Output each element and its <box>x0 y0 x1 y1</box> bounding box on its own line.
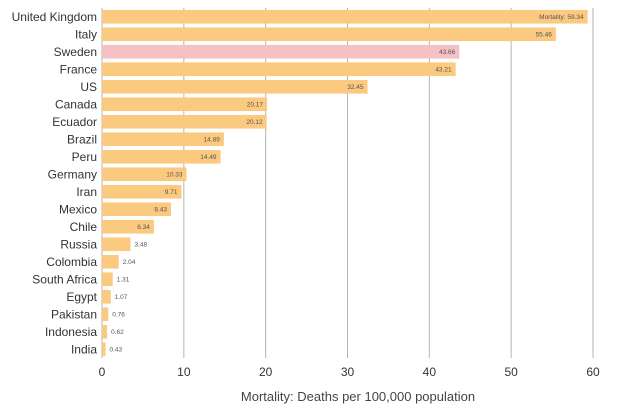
category-label-egypt: Egypt <box>66 290 97 304</box>
value-label-ecuador: 20.12 <box>246 119 263 126</box>
bar-united-kingdom <box>102 9 588 24</box>
category-label-peru: Peru <box>72 150 97 164</box>
category-label-colombia: Colombia <box>46 255 97 269</box>
bar-peru <box>102 149 221 164</box>
value-label-russia: 3.48 <box>134 242 147 249</box>
x-tick-20: 20 <box>259 365 273 379</box>
category-labels: United Kingdom Italy Sweden France US Canada E… <box>12 10 98 357</box>
bar-india <box>102 342 106 357</box>
value-label-peru: 14.49 <box>200 154 217 161</box>
bar-mexico <box>102 202 171 217</box>
value-label-canada: 20.17 <box>247 102 264 109</box>
x-tick-40: 40 <box>423 365 437 379</box>
x-tick-60: 60 <box>586 365 600 379</box>
bar-pakistan <box>102 307 109 322</box>
bar-france <box>102 62 456 77</box>
x-axis-title: Mortality: Deaths per 100,000 population <box>241 389 475 404</box>
bar-us <box>102 79 368 94</box>
value-label-india: 0.43 <box>110 347 123 354</box>
x-tick-30: 30 <box>341 365 355 379</box>
x-tick-0: 0 <box>99 365 106 379</box>
bar-canada <box>102 97 268 112</box>
x-tick-50: 50 <box>504 365 518 379</box>
bar-sweden <box>102 44 460 59</box>
category-label-france: France <box>60 62 98 76</box>
value-label-south-africa: 1.31 <box>117 277 130 284</box>
bar-iran <box>102 184 182 199</box>
value-label-united-kingdom: Mortality: 59.34 <box>539 14 584 21</box>
category-label-brazil: Brazil <box>67 132 97 146</box>
bar-italy <box>102 27 556 42</box>
value-label-us: 32.45 <box>347 84 364 91</box>
value-label-pakistan: 0.76 <box>112 312 125 319</box>
value-label-brazil: 14.89 <box>204 137 221 144</box>
category-label-iran: Iran <box>76 185 97 199</box>
value-label-italy: 55.46 <box>536 32 553 39</box>
value-label-indonesia: 0.62 <box>111 329 124 336</box>
value-label-chile: 6.34 <box>137 224 150 231</box>
bar-brazil <box>102 132 224 147</box>
x-tick-10: 10 <box>177 365 191 379</box>
bar-colombia <box>102 254 119 269</box>
category-label-canada: Canada <box>55 97 97 111</box>
bar-south-africa <box>102 272 113 287</box>
category-label-indonesia: Indonesia <box>45 325 97 339</box>
x-tick-labels: 0 10 20 30 40 50 60 <box>99 365 600 379</box>
category-label-italy: Italy <box>75 27 97 41</box>
bar-egypt <box>102 289 111 304</box>
value-label-germany: 10.33 <box>166 172 183 179</box>
value-label-egypt: 1.07 <box>115 294 128 301</box>
category-label-united-kingdom: United Kingdom <box>12 10 97 24</box>
category-label-russia: Russia <box>60 237 97 251</box>
bar-chile <box>102 219 154 234</box>
bar-germany <box>102 167 187 182</box>
bar-indonesia <box>102 324 108 339</box>
value-label-mexico: 8.43 <box>154 207 167 214</box>
category-label-chile: Chile <box>70 220 98 234</box>
category-label-india: India <box>71 342 97 356</box>
category-label-sweden: Sweden <box>54 45 97 59</box>
value-label-colombia: 2.04 <box>123 259 136 266</box>
category-label-germany: Germany <box>48 167 97 181</box>
category-label-south-africa: South Africa <box>32 272 97 286</box>
value-label-sweden: 43.66 <box>439 49 456 56</box>
category-label-ecuador: Ecuador <box>52 115 97 129</box>
category-label-us: US <box>80 80 97 94</box>
value-label-iran: 9.71 <box>165 189 178 196</box>
bar-ecuador <box>102 114 267 129</box>
grid-lines <box>101 8 594 358</box>
value-label-france: 43.21 <box>435 67 452 74</box>
category-label-pakistan: Pakistan <box>51 307 97 321</box>
bar-russia <box>102 237 131 252</box>
bars: Mortality: 59.34 55.46 43.66 43.21 32.45 20.1… <box>102 9 588 357</box>
category-label-mexico: Mexico <box>59 202 97 216</box>
